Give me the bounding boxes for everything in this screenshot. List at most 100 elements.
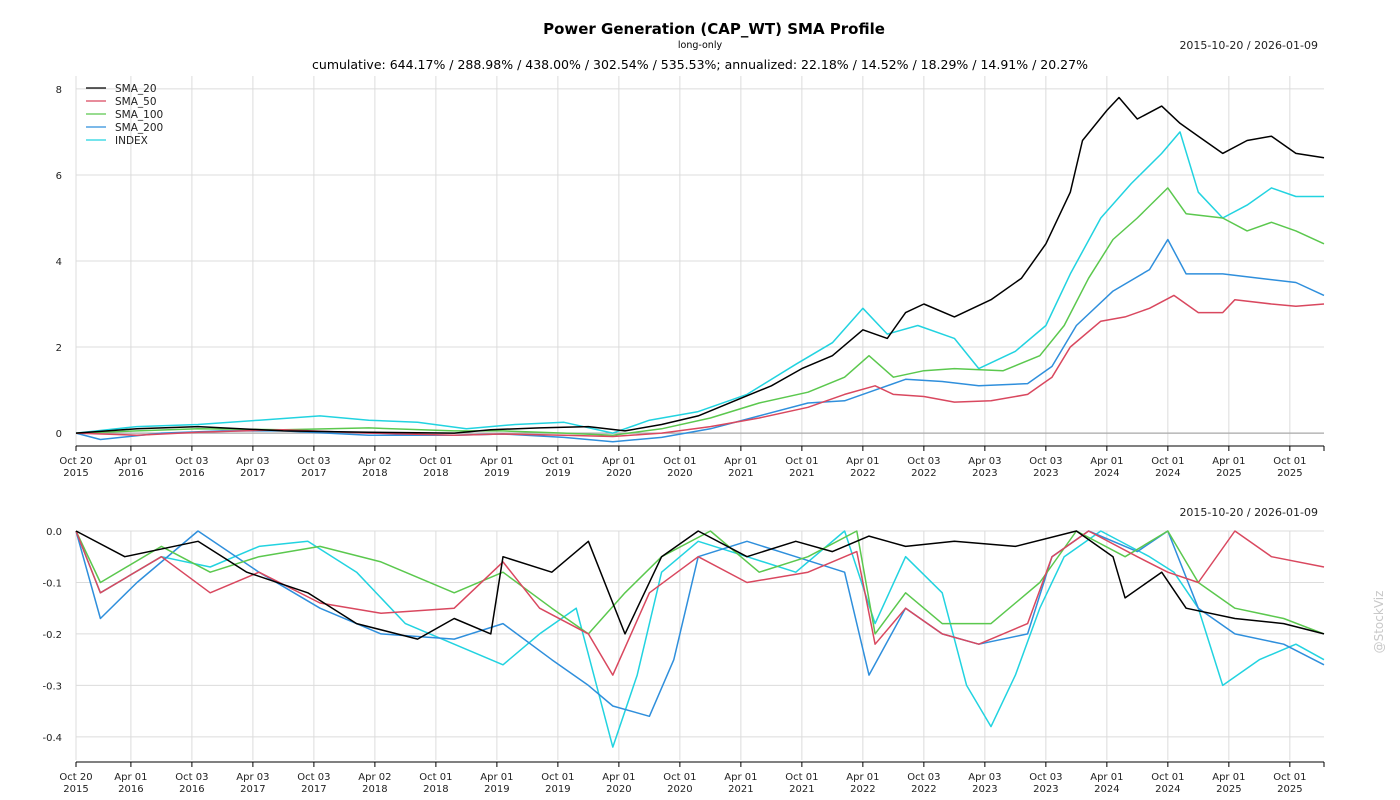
x-tick-year: 2018: [362, 468, 387, 479]
series-line-sma-50: [75, 294, 1325, 438]
x-tick-year: 2023: [972, 468, 997, 479]
x-tick-label: Oct 03: [175, 772, 208, 783]
series-line-sma-50: [75, 530, 1325, 676]
x-tick-label: Apr 01: [724, 772, 757, 783]
series-line-sma-100: [75, 530, 1325, 635]
x-tick-label: Oct 01: [1151, 456, 1184, 467]
y-tick-label: 6: [56, 171, 62, 182]
x-tick-label: Apr 03: [236, 456, 269, 467]
x-tick-label: Apr 01: [114, 456, 147, 467]
x-tick-year: 2021: [728, 784, 753, 795]
x-tick-label: Oct 03: [907, 456, 940, 467]
x-tick-label: Apr 01: [846, 772, 879, 783]
x-tick-label: Oct 20: [59, 456, 92, 467]
x-tick-label: Apr 01: [114, 772, 147, 783]
series-line-sma-20: [75, 96, 1325, 434]
x-tick-year: 2017: [240, 468, 265, 479]
x-tick-label: Apr 01: [724, 456, 757, 467]
x-tick-year: 2020: [606, 784, 631, 795]
x-tick-label: Oct 01: [785, 456, 818, 467]
x-tick-label: Apr 02: [358, 772, 391, 783]
series-line-sma-100: [75, 187, 1325, 436]
x-tick-label: Oct 01: [663, 456, 696, 467]
series-line-sma-200: [75, 530, 1325, 718]
legend-label-sma-100: SMA_100: [115, 109, 163, 121]
x-tick-label: Oct 01: [541, 772, 574, 783]
x-tick-year: 2023: [972, 784, 997, 795]
y-tick-label: 2: [56, 343, 62, 354]
x-tick-year: 2019: [545, 784, 570, 795]
date-range-top: 2015-10-20 / 2026-01-09: [1179, 39, 1318, 52]
chart-subtitle: long-only: [678, 40, 723, 51]
x-tick-label: Oct 01: [1151, 772, 1184, 783]
x-tick-label: Oct 01: [419, 772, 452, 783]
x-tick-year: 2025: [1277, 468, 1302, 479]
x-tick-label: Apr 01: [602, 456, 635, 467]
legend-label-sma-200: SMA_200: [115, 122, 163, 134]
x-tick-label: Apr 01: [1212, 456, 1245, 467]
x-tick-label: Oct 03: [1029, 772, 1062, 783]
y-tick-label: 0: [56, 429, 62, 440]
x-tick-label: Oct 01: [1273, 456, 1306, 467]
series-line-sma-200: [75, 238, 1325, 443]
x-tick-year: 2024: [1094, 784, 1119, 795]
x-tick-label: Apr 01: [1090, 772, 1123, 783]
x-tick-year: 2016: [118, 784, 143, 795]
x-tick-label: Apr 03: [236, 772, 269, 783]
x-tick-year: 2024: [1155, 784, 1180, 795]
x-tick-year: 2022: [850, 468, 875, 479]
x-tick-year: 2019: [484, 468, 509, 479]
x-tick-label: Oct 03: [175, 456, 208, 467]
watermark: @StockViz: [1372, 591, 1386, 654]
x-tick-label: Oct 03: [297, 456, 330, 467]
x-tick-year: 2022: [850, 784, 875, 795]
x-tick-year: 2020: [606, 468, 631, 479]
x-tick-year: 2015: [63, 784, 88, 795]
x-tick-year: 2022: [911, 468, 936, 479]
x-tick-year: 2022: [911, 784, 936, 795]
x-tick-year: 2017: [301, 784, 326, 795]
x-tick-year: 2015: [63, 468, 88, 479]
series-line-index: [75, 131, 1324, 434]
x-tick-year: 2019: [484, 784, 509, 795]
x-tick-label: Apr 01: [846, 456, 879, 467]
x-tick-year: 2021: [789, 784, 814, 795]
y-tick-label: -0.2: [42, 630, 62, 641]
y-tick-label: -0.1: [42, 578, 62, 589]
x-tick-label: Apr 03: [968, 456, 1001, 467]
x-tick-label: Apr 01: [1212, 772, 1245, 783]
y-tick-label: 0.0: [46, 527, 62, 538]
x-tick-year: 2018: [362, 784, 387, 795]
x-tick-label: Oct 03: [1029, 456, 1062, 467]
x-tick-label: Oct 20: [59, 772, 92, 783]
y-tick-label: -0.3: [42, 681, 62, 692]
series-line-sma-20: [75, 530, 1325, 640]
y-tick-label: 4: [56, 257, 62, 268]
x-tick-year: 2020: [667, 784, 692, 795]
stats-line: cumulative: 644.17% / 288.98% / 438.00% …: [312, 57, 1088, 72]
x-tick-year: 2024: [1094, 468, 1119, 479]
x-tick-year: 2016: [179, 468, 204, 479]
legend-label-index: INDEX: [115, 135, 148, 147]
series-line-index: [75, 530, 1325, 748]
y-tick-label: 8: [56, 85, 62, 96]
x-tick-year: 2016: [118, 468, 143, 479]
x-tick-label: Oct 01: [785, 772, 818, 783]
x-tick-label: Oct 01: [1273, 772, 1306, 783]
x-tick-year: 2018: [423, 468, 448, 479]
x-tick-year: 2025: [1216, 468, 1241, 479]
chart-title: Power Generation (CAP_WT) SMA Profile: [543, 20, 885, 38]
x-tick-label: Apr 01: [480, 456, 513, 467]
legend-label-sma-50: SMA_50: [115, 96, 157, 108]
legend-label-sma-20: SMA_20: [115, 83, 157, 95]
x-tick-label: Apr 02: [358, 456, 391, 467]
y-tick-label: -0.4: [42, 733, 62, 744]
x-tick-year: 2023: [1033, 784, 1058, 795]
x-tick-label: Oct 03: [907, 772, 940, 783]
x-tick-year: 2021: [728, 468, 753, 479]
x-tick-year: 2025: [1277, 784, 1302, 795]
x-tick-year: 2019: [545, 468, 570, 479]
x-tick-year: 2017: [240, 784, 265, 795]
